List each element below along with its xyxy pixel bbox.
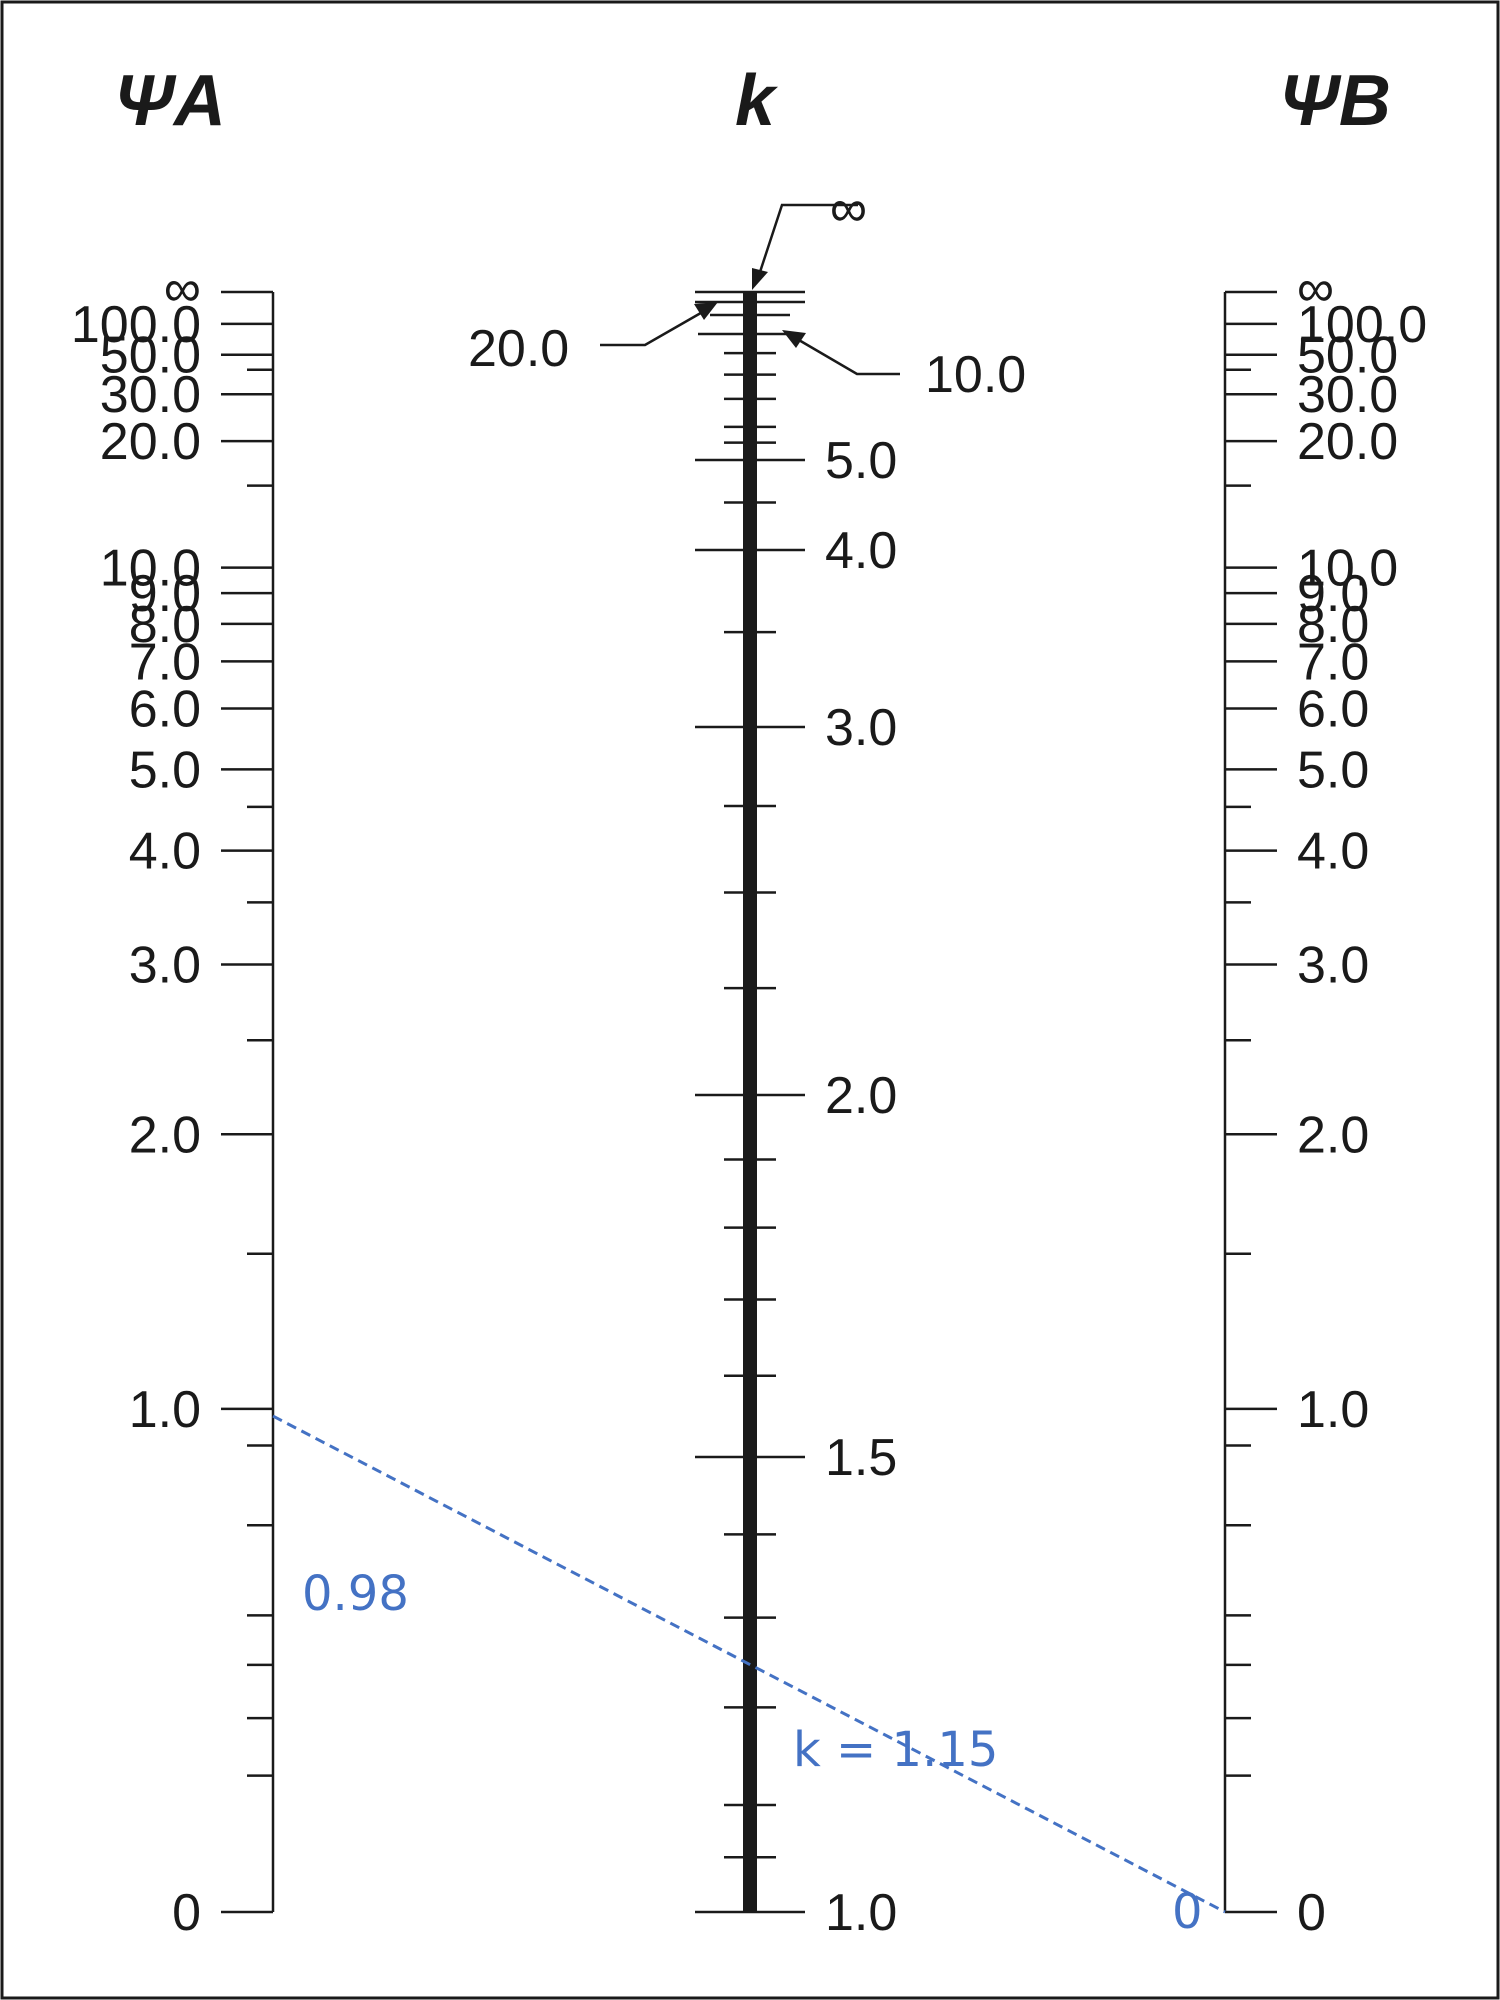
k-tick-label: 1.0 (825, 1884, 897, 1942)
psi-b-tick-label: 4.0 (1297, 823, 1369, 881)
psi-a-tick-label: 3.0 (129, 936, 201, 994)
psi-a-tick-label: 20.0 (100, 413, 201, 471)
psi-b-axis: ∞100.050.030.020.0 10.09.08.07.06.05.0 4.0… (1223, 260, 1427, 1942)
k-twenty-label: 20.0 (468, 320, 569, 378)
psi-a-tick-label: 9.0 (129, 565, 201, 623)
psi-a-axis: ∞100.050.030.020.0 10.09.08.07.06.05.0 4.0… (71, 260, 275, 1942)
psi-a-value-label: 0.98 (302, 1566, 409, 1622)
psi-b-tick-label: 6.0 (1297, 681, 1369, 739)
infinity-arrowhead (752, 268, 768, 290)
psi-a-tick-label: 1.0 (129, 1381, 201, 1439)
twenty-leader (600, 308, 707, 347)
psi-a-tick-label: 4.0 (129, 823, 201, 881)
psi-b-value-label: 0 (1172, 1884, 1203, 1940)
k-heading: k (735, 61, 779, 141)
psi-b-tick-label: 30.0 (1297, 366, 1398, 424)
psi-b-tick-label: 3.0 (1297, 936, 1369, 994)
psi-a-tick-label: 30.0 (100, 366, 201, 424)
psi-b-tick-label: 100.0 (1297, 296, 1427, 354)
psi-b-tick-label: 2.0 (1297, 1106, 1369, 1164)
psi-a-tick-label: 0 (172, 1884, 201, 1942)
psi-a-heading: ΨA (114, 61, 226, 141)
psi-b-tick-label: 8.0 (1297, 596, 1369, 654)
k-tick-label: 3.0 (825, 699, 897, 757)
psi-b-tick-label: 10.0 (1297, 540, 1398, 598)
k-result-label: k = 1.15 (793, 1722, 998, 1778)
psi-b-tick-label: 20.0 (1297, 413, 1398, 471)
k-tick-label: 1.5 (825, 1429, 897, 1487)
psi-b-tick-label: 5.0 (1297, 741, 1369, 799)
psi-a-tick-label: ∞ (164, 260, 201, 318)
psi-b-tick-label: 1.0 (1297, 1381, 1369, 1439)
psi-a-tick-label: 5.0 (129, 741, 201, 799)
psi-b-tick-label: 50.0 (1297, 327, 1398, 385)
k-infinity-label: ∞ (830, 180, 867, 238)
psi-a-tick-label: 2.0 (129, 1106, 201, 1164)
psi-b-tick-label: 9.0 (1297, 565, 1369, 623)
psi-b-tick-label: 7.0 (1297, 633, 1369, 691)
k-tick-label: 2.0 (825, 1067, 897, 1125)
psi-a-tick-label: 10.0 (100, 540, 201, 598)
psi-b-heading: ΨB (1279, 61, 1391, 141)
solution-annotation: 0.98 k = 1.15 0 (272, 1414, 1226, 1940)
psi-b-tick-label: ∞ (1297, 260, 1334, 318)
psi-a-tick-label: 6.0 (129, 681, 201, 739)
psi-a-tick-label: 7.0 (129, 633, 201, 691)
ten-leader (791, 334, 900, 376)
psi-b-tick-label: 0 (1297, 1884, 1326, 1942)
ten-arrowhead (782, 330, 806, 348)
k-tick-label: 5.0 (825, 432, 897, 490)
psi-a-tick-label: 50.0 (100, 327, 201, 385)
twenty-arrowhead (694, 302, 718, 320)
k-top-callouts: ∞ 20.0 10.0 (468, 180, 1026, 404)
infinity-leader (758, 203, 858, 273)
k-axis: 5.0 4.0 3.0 2.0 1.5 1.0 (695, 290, 897, 1942)
alignment-line (272, 1414, 1226, 1914)
psi-a-tick-label: 100.0 (71, 296, 201, 354)
k-ten-label: 10.0 (925, 346, 1026, 404)
psi-a-tick-label: 8.0 (129, 596, 201, 654)
k-tick-label: 4.0 (825, 522, 897, 580)
